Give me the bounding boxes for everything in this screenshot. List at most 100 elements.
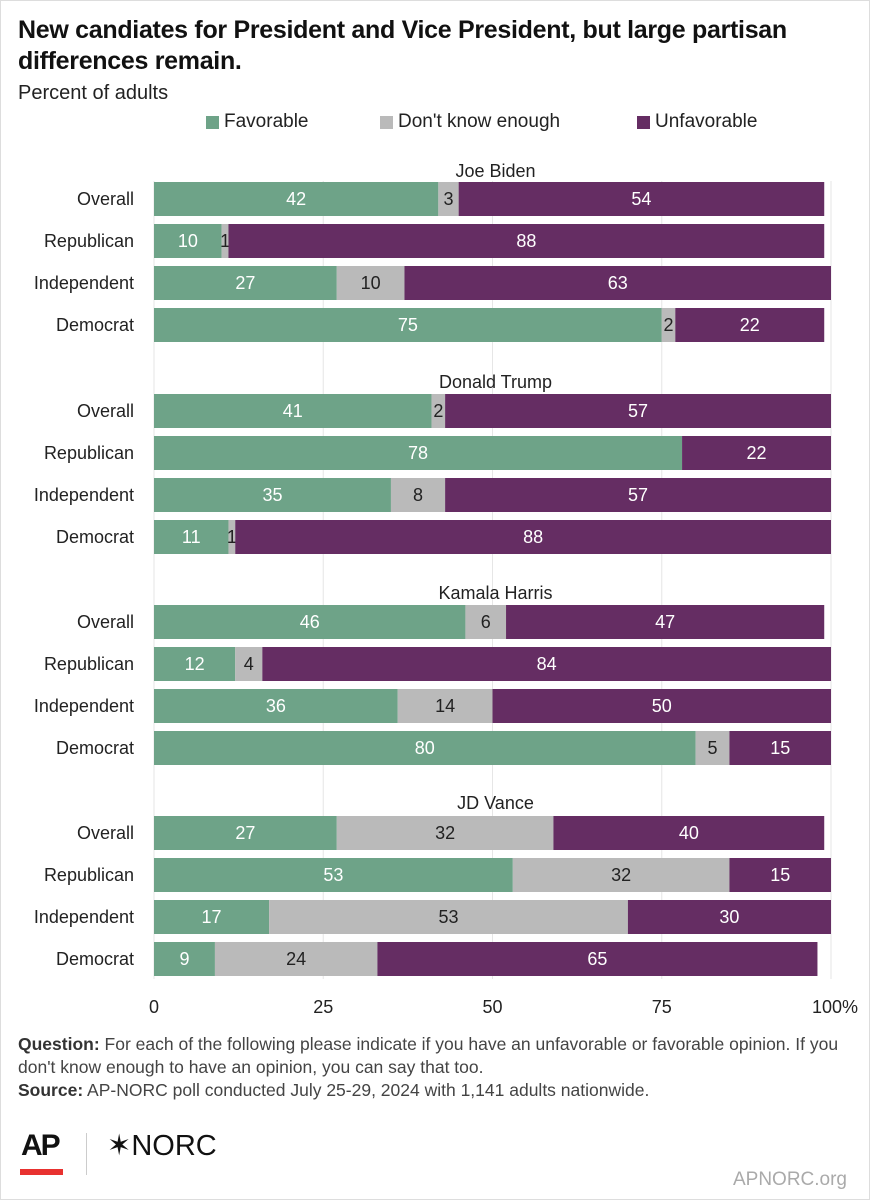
data-label: 2 — [664, 315, 674, 335]
category-label: Democrat — [56, 527, 134, 547]
category-label: Democrat — [56, 949, 134, 969]
ap-logo: AP — [21, 1129, 61, 1162]
legend-swatch-dont-know — [380, 115, 393, 129]
data-label: 53 — [323, 865, 343, 885]
data-label: 15 — [770, 865, 790, 885]
group-title: Joe Biden — [455, 161, 535, 181]
data-label: 57 — [628, 485, 648, 505]
bar-favorable — [154, 689, 398, 723]
legend-unfavorable: Unfavorable — [637, 111, 757, 133]
data-label: 1 — [227, 527, 237, 547]
data-label: 35 — [262, 485, 282, 505]
bar-dont-know — [269, 900, 628, 934]
bar-dont-know — [336, 266, 405, 300]
bar-dont-know — [336, 816, 554, 850]
group-title: Donald Trump — [439, 372, 552, 392]
chart-title: New candiates for President and Vice Pre… — [18, 16, 787, 75]
bar-favorable — [154, 308, 662, 342]
norc-logo: ✶NORC — [107, 1128, 217, 1163]
data-label: 5 — [708, 738, 718, 758]
data-label: 40 — [679, 823, 699, 843]
bar-unfavorable — [682, 436, 831, 470]
data-label: 22 — [740, 315, 760, 335]
data-label: 30 — [719, 907, 739, 927]
bar-dont-know — [661, 308, 676, 342]
category-label: Independent — [34, 696, 134, 716]
data-label: 63 — [608, 273, 628, 293]
data-label: 10 — [178, 231, 198, 251]
data-label: 14 — [435, 696, 455, 716]
data-label: 65 — [587, 949, 607, 969]
data-label: 24 — [286, 949, 306, 969]
site-url: APNORC.org — [732, 1169, 847, 1190]
bar-unfavorable — [458, 182, 825, 216]
bar-favorable — [154, 224, 222, 258]
data-label: 36 — [266, 696, 286, 716]
group-title: Kamala Harris — [438, 583, 552, 603]
data-label: 50 — [652, 696, 672, 716]
category-label: Republican — [44, 231, 134, 251]
source-label: Source: — [18, 1080, 84, 1100]
bar-favorable — [154, 858, 513, 892]
bar-dont-know — [390, 478, 446, 512]
bar-unfavorable — [506, 605, 825, 639]
category-label: Independent — [34, 907, 134, 927]
bar-dont-know — [214, 942, 378, 976]
data-label: 53 — [438, 907, 458, 927]
data-label: 12 — [185, 654, 205, 674]
bar-unfavorable — [445, 394, 831, 428]
legend-swatch-favorable — [206, 115, 219, 129]
category-label: Republican — [44, 654, 134, 674]
bar-favorable — [154, 731, 696, 765]
data-label: 22 — [747, 443, 767, 463]
bar-favorable — [154, 605, 466, 639]
data-label: 4 — [244, 654, 254, 674]
bar-favorable — [154, 647, 236, 681]
bar-favorable — [154, 436, 683, 470]
category-label: Overall — [77, 612, 134, 632]
category-label: Independent — [34, 273, 134, 293]
bar-favorable — [154, 900, 270, 934]
bar-unfavorable — [377, 942, 818, 976]
x-tick-label: 0 — [149, 997, 159, 1017]
category-label: Republican — [44, 865, 134, 885]
bar-unfavorable — [445, 478, 831, 512]
data-label: 15 — [770, 738, 790, 758]
data-label: 6 — [481, 612, 491, 632]
x-tick-label: 100% — [812, 997, 858, 1017]
group-title: JD Vance — [457, 793, 534, 813]
data-label: 17 — [202, 907, 222, 927]
data-label: 80 — [415, 738, 435, 758]
data-label: 41 — [283, 401, 303, 421]
bar-favorable — [154, 816, 337, 850]
category-label: Democrat — [56, 315, 134, 335]
category-label: Overall — [77, 189, 134, 209]
data-label: 1 — [220, 231, 230, 251]
data-label: 32 — [435, 823, 455, 843]
bar-unfavorable — [553, 816, 825, 850]
bar-favorable — [154, 182, 439, 216]
data-label: 54 — [631, 189, 651, 209]
category-label: Independent — [34, 485, 134, 505]
bar-dont-know — [235, 647, 263, 681]
logo-divider — [86, 1133, 87, 1175]
category-label: Democrat — [56, 738, 134, 758]
bar-unfavorable — [492, 689, 831, 723]
source-text: AP-NORC poll conducted July 25-29, 2024 … — [83, 1080, 650, 1100]
data-label: 88 — [523, 527, 543, 547]
data-label: 9 — [179, 949, 189, 969]
bar-unfavorable — [228, 224, 825, 258]
legend-swatch-unfavorable — [637, 115, 650, 129]
bar-unfavorable — [262, 647, 831, 681]
x-tick-label: 25 — [313, 997, 333, 1017]
data-label: 27 — [235, 273, 255, 293]
data-label: 84 — [537, 654, 557, 674]
bar-dont-know — [438, 182, 459, 216]
bar-dont-know — [397, 689, 493, 723]
bar-unfavorable — [235, 520, 832, 554]
legend-dont-know: Don't know enough — [380, 111, 560, 133]
data-label: 10 — [361, 273, 381, 293]
category-label: Overall — [77, 401, 134, 421]
